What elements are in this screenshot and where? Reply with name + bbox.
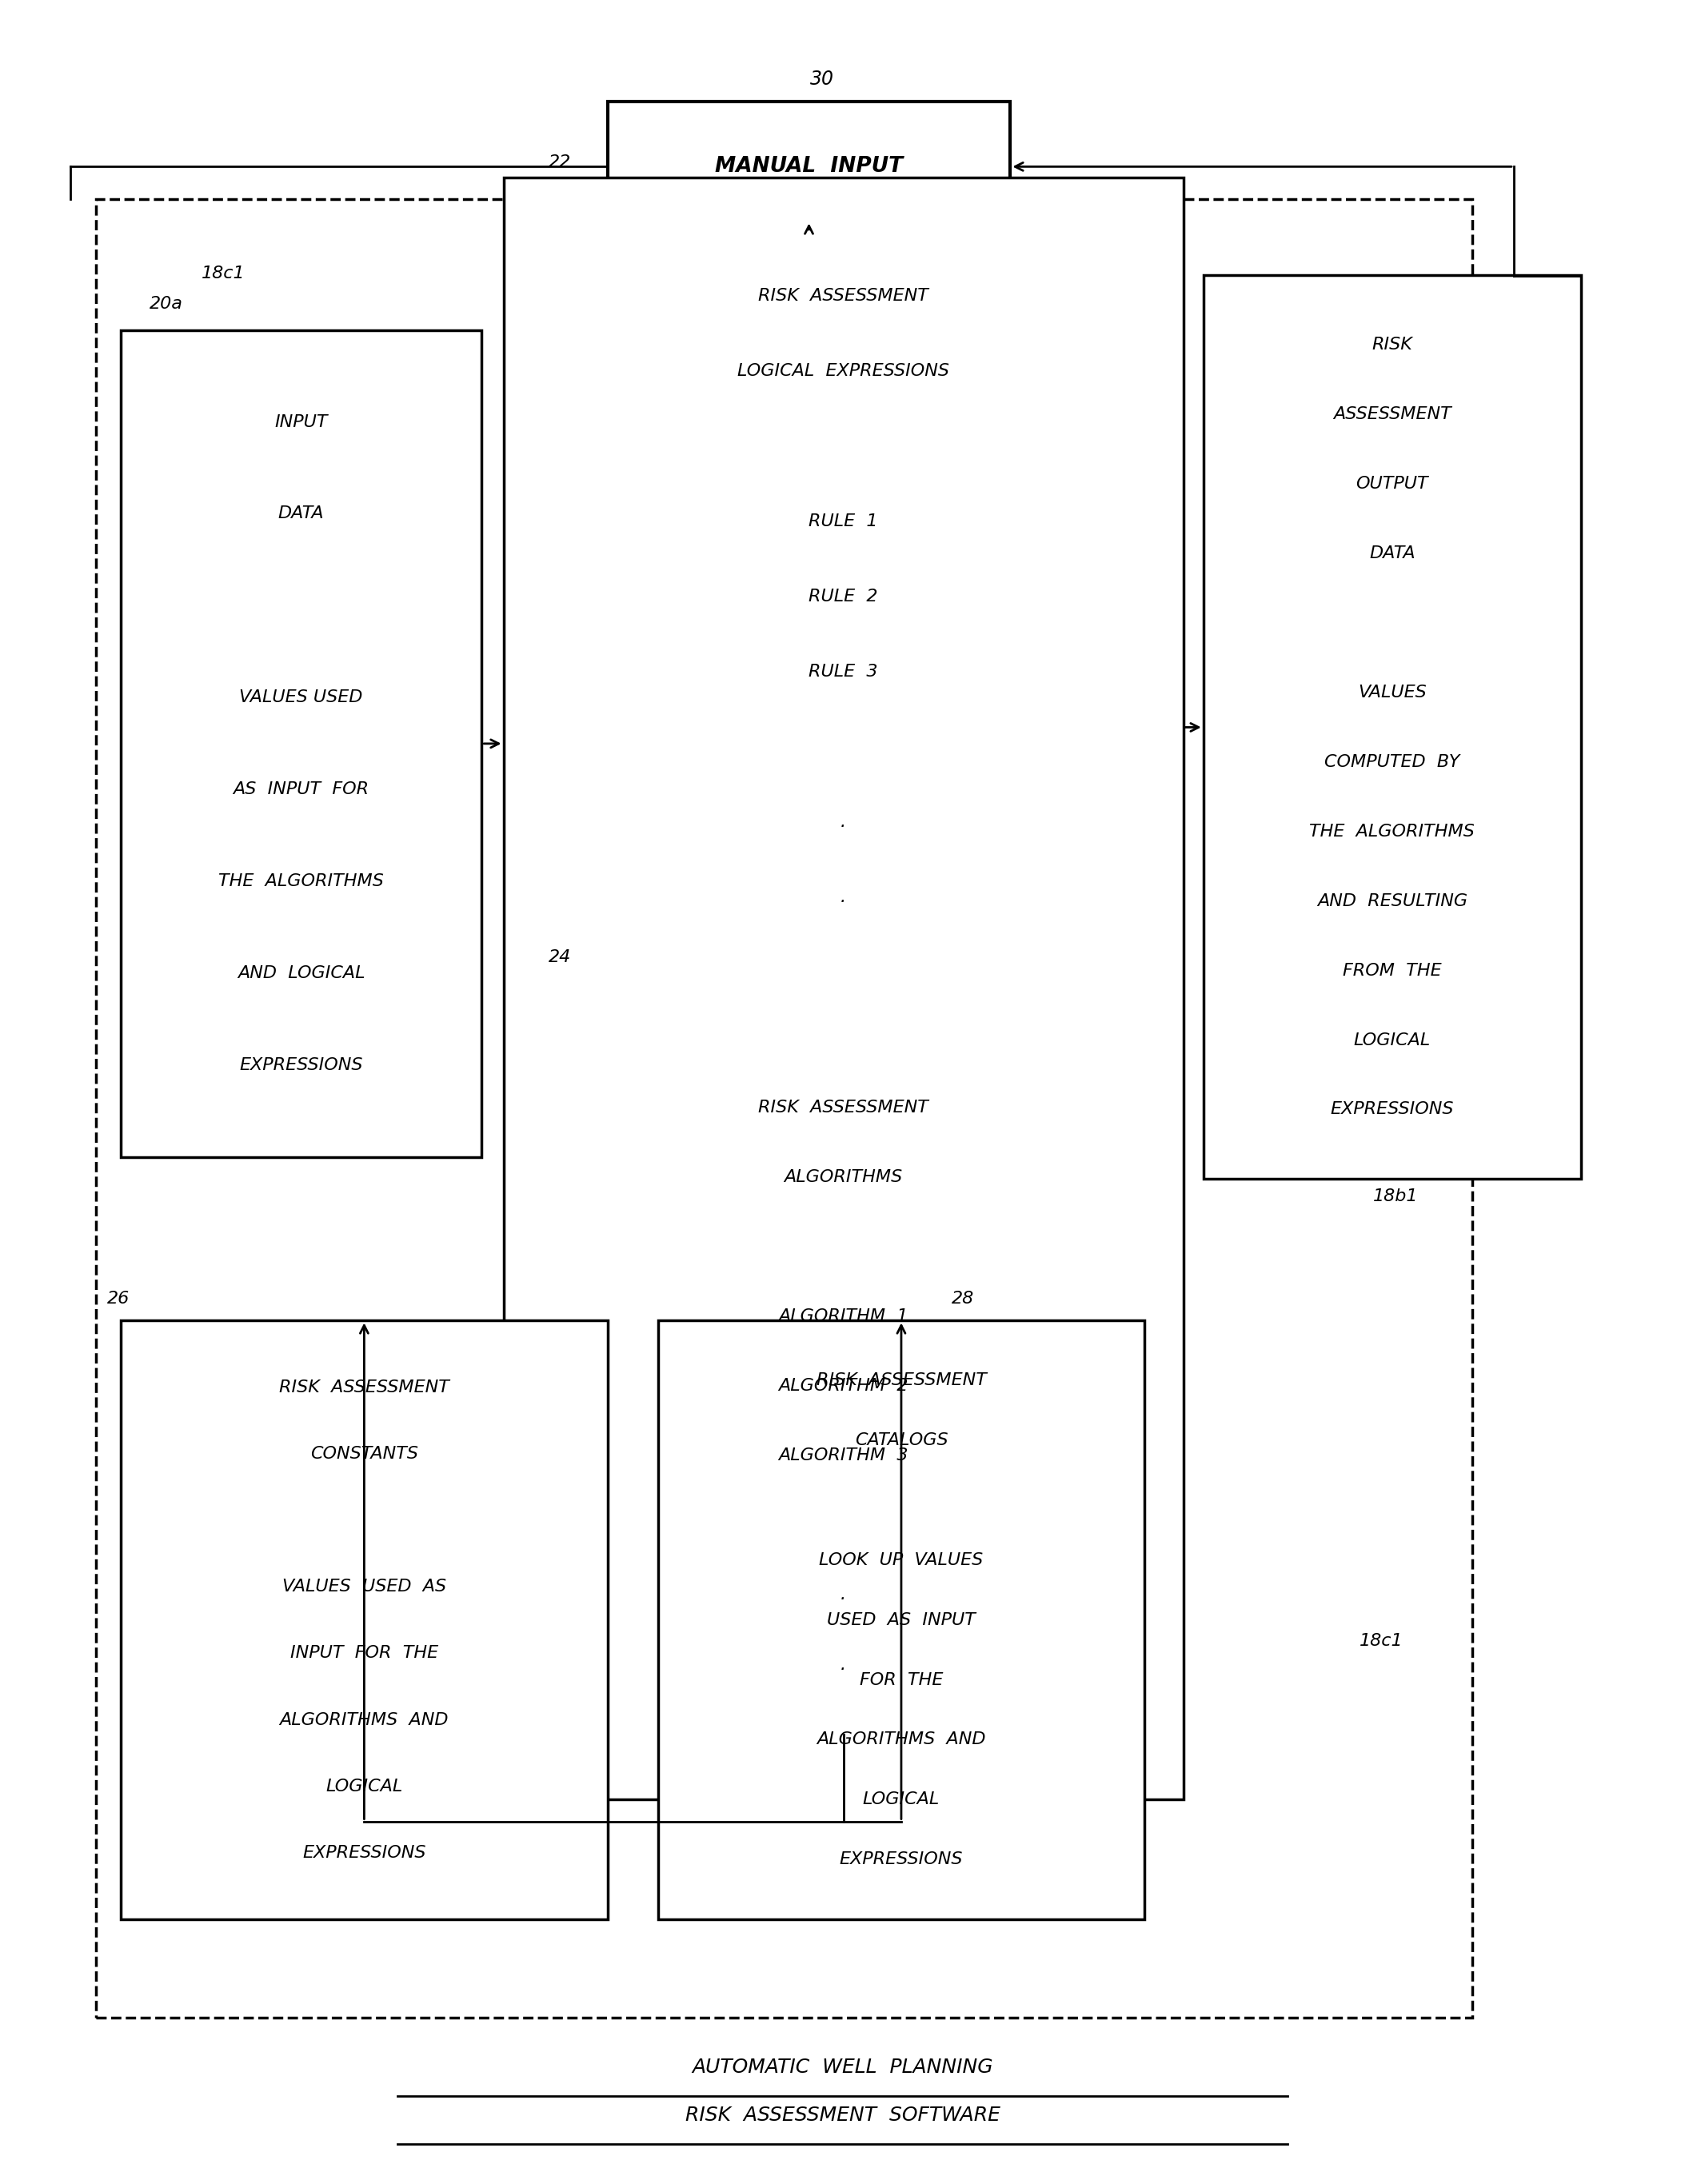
Text: .: . bbox=[841, 1588, 846, 1603]
Text: DATA: DATA bbox=[1370, 546, 1415, 561]
Text: AS  INPUT  FOR: AS INPUT FOR bbox=[233, 782, 369, 797]
Text: RULE  2: RULE 2 bbox=[809, 590, 878, 605]
Text: ALGORITHM  2: ALGORITHM 2 bbox=[778, 1378, 908, 1393]
Bar bbox=[121, 1321, 608, 1920]
Text: FROM  THE: FROM THE bbox=[1343, 963, 1442, 978]
Text: LOGICAL: LOGICAL bbox=[863, 1791, 940, 1808]
Text: AUTOMATIC  WELL  PLANNING: AUTOMATIC WELL PLANNING bbox=[693, 2057, 992, 2077]
Text: INPUT: INPUT bbox=[275, 413, 329, 430]
Bar bbox=[121, 330, 482, 1158]
Text: RISK  ASSESSMENT: RISK ASSESSMENT bbox=[758, 288, 928, 304]
Bar bbox=[657, 1321, 1144, 1920]
Text: MANUAL  INPUT: MANUAL INPUT bbox=[714, 157, 903, 177]
Text: EXPRESSIONS: EXPRESSIONS bbox=[239, 1057, 362, 1072]
Text: RISK  ASSESSMENT: RISK ASSESSMENT bbox=[758, 1099, 928, 1116]
Text: 28: 28 bbox=[952, 1291, 974, 1306]
Text: THE  ALGORITHMS: THE ALGORITHMS bbox=[219, 874, 384, 889]
Text: RISK  ASSESSMENT  SOFTWARE: RISK ASSESSMENT SOFTWARE bbox=[686, 2105, 999, 2125]
Text: CONSTANTS: CONSTANTS bbox=[310, 1446, 418, 1461]
Text: ASSESSMENT: ASSESSMENT bbox=[1333, 406, 1451, 422]
Bar bbox=[504, 177, 1183, 1800]
Text: LOGICAL: LOGICAL bbox=[1353, 1033, 1431, 1048]
Text: 18c1: 18c1 bbox=[1360, 1634, 1404, 1649]
Bar bbox=[96, 199, 1473, 2018]
Text: LOGICAL: LOGICAL bbox=[325, 1778, 403, 1795]
Text: VALUES  USED  AS: VALUES USED AS bbox=[281, 1579, 447, 1594]
Text: ALGORITHM  1: ALGORITHM 1 bbox=[778, 1308, 908, 1324]
Text: THE  ALGORITHMS: THE ALGORITHMS bbox=[1309, 823, 1474, 839]
Text: 18c1: 18c1 bbox=[202, 264, 244, 282]
Text: ALGORITHMS  AND: ALGORITHMS AND bbox=[817, 1732, 986, 1747]
Bar bbox=[521, 221, 1166, 972]
Text: .: . bbox=[841, 1658, 846, 1673]
Text: ALGORITHM  3: ALGORITHM 3 bbox=[778, 1448, 908, 1463]
Text: VALUES: VALUES bbox=[1358, 684, 1427, 701]
Text: 18b1: 18b1 bbox=[1373, 1188, 1419, 1206]
Bar bbox=[521, 1037, 1166, 1734]
Text: OUTPUT: OUTPUT bbox=[1356, 476, 1429, 491]
Text: LOOK  UP  VALUES: LOOK UP VALUES bbox=[819, 1553, 984, 1568]
Text: INPUT  FOR  THE: INPUT FOR THE bbox=[290, 1645, 438, 1662]
Text: AND  RESULTING: AND RESULTING bbox=[1318, 893, 1468, 909]
Text: RULE  3: RULE 3 bbox=[809, 664, 878, 679]
Text: USED  AS  INPUT: USED AS INPUT bbox=[827, 1612, 976, 1627]
Text: FOR  THE: FOR THE bbox=[859, 1673, 944, 1688]
Text: RISK: RISK bbox=[1372, 336, 1412, 354]
Text: LOGICAL  EXPRESSIONS: LOGICAL EXPRESSIONS bbox=[738, 363, 949, 380]
Text: AND  LOGICAL: AND LOGICAL bbox=[238, 965, 366, 981]
Bar bbox=[608, 100, 1011, 232]
Text: .: . bbox=[841, 889, 846, 904]
Text: ALGORITHMS  AND: ALGORITHMS AND bbox=[280, 1712, 448, 1728]
Text: 26: 26 bbox=[108, 1291, 130, 1306]
Text: 24: 24 bbox=[549, 950, 571, 965]
Text: 20a: 20a bbox=[150, 295, 184, 312]
Text: VALUES USED: VALUES USED bbox=[239, 690, 362, 705]
Text: COMPUTED  BY: COMPUTED BY bbox=[1324, 753, 1459, 771]
Text: ALGORITHMS: ALGORITHMS bbox=[784, 1168, 903, 1186]
Text: DATA: DATA bbox=[278, 507, 324, 522]
Text: 22: 22 bbox=[549, 155, 571, 170]
Text: RISK  ASSESSMENT: RISK ASSESSMENT bbox=[280, 1378, 450, 1396]
Bar bbox=[1203, 275, 1581, 1179]
Text: 30: 30 bbox=[810, 70, 834, 90]
Text: .: . bbox=[841, 815, 846, 830]
Text: EXPRESSIONS: EXPRESSIONS bbox=[839, 1852, 964, 1867]
Text: RISK  ASSESSMENT: RISK ASSESSMENT bbox=[816, 1372, 986, 1389]
Text: EXPRESSIONS: EXPRESSIONS bbox=[1331, 1101, 1454, 1118]
Text: RULE  1: RULE 1 bbox=[809, 513, 878, 529]
Text: CATALOGS: CATALOGS bbox=[854, 1433, 949, 1448]
Text: EXPRESSIONS: EXPRESSIONS bbox=[302, 1845, 426, 1861]
